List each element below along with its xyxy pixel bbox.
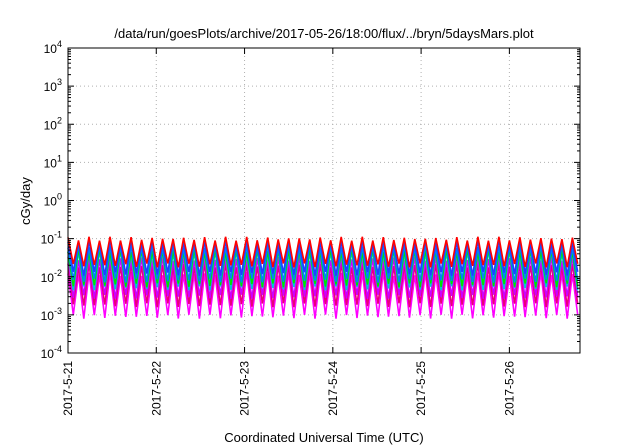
y-tick-label: 10-1	[41, 230, 62, 247]
y-tick-label: 100	[44, 192, 62, 209]
y-tick-label: 10-4	[41, 344, 62, 361]
y-axis: 10-4 10-3 10-2 10-1 100 101 102 103 104	[41, 39, 580, 361]
series-line	[67, 256, 579, 299]
y-tick-label: 102	[44, 115, 62, 132]
x-axis: 2017-5-21 2017-5-22 2017-5-23 2017-5-24 2017…	[61, 48, 516, 416]
series-line	[67, 271, 579, 319]
y-tick-label: 101	[44, 153, 62, 170]
x-tick-label: 2017-5-24	[326, 361, 340, 416]
x-axis-label: Coordinated Universal Time (UTC)	[224, 430, 423, 445]
x-tick-label: 2017-5-22	[149, 361, 163, 416]
x-tick-label: 2017-5-25	[414, 361, 428, 416]
y-axis-label: cGy/day	[18, 177, 33, 225]
x-tick-label: 2017-5-21	[61, 361, 75, 416]
series-layer	[67, 236, 579, 319]
y-tick-label: 104	[44, 39, 62, 56]
series-line	[67, 236, 579, 268]
y-tick-label: 10-2	[41, 268, 62, 285]
x-tick-label: 2017-5-26	[502, 361, 516, 416]
y-tick-label: 103	[44, 77, 62, 94]
chart-title: /data/run/goesPlots/archive/2017-05-26/1…	[114, 26, 534, 41]
x-tick-label: 2017-5-23	[238, 361, 252, 416]
y-tick-label: 10-3	[41, 306, 62, 323]
